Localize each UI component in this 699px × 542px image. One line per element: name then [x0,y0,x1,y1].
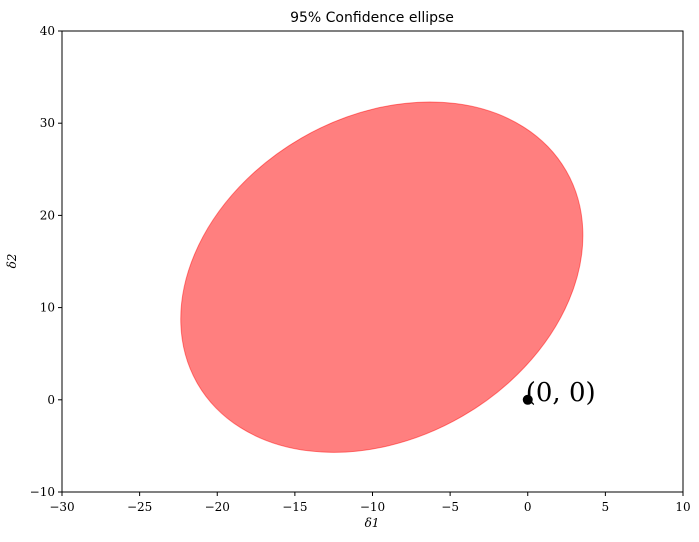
x-tick-label: −30 [49,500,74,514]
origin-point-label: (0, 0) [526,378,596,408]
chart-title: 95% Confidence ellipse [290,10,454,26]
x-tick-label: 10 [675,500,690,514]
y-tick-label: 10 [40,301,55,315]
y-axis: −10 0 10 20 30 40 [30,24,62,499]
y-tick-label: 0 [47,393,55,407]
x-tick-label: 0 [524,500,532,514]
x-tick-label: 5 [602,500,610,514]
plot-area: (0, 0) [180,101,596,453]
y-tick-label: −10 [30,485,55,499]
x-tick-label: −15 [282,500,307,514]
x-tick-label: −10 [360,500,385,514]
x-tick-label: −20 [205,500,230,514]
x-tick-label: −25 [127,500,152,514]
y-tick-label: 20 [40,208,55,222]
x-axis-label: δ1 [365,516,380,530]
x-tick-label: −5 [441,500,459,514]
y-tick-label: 30 [40,116,55,130]
confidence-ellipse [180,101,584,453]
y-tick-label: 40 [40,24,55,38]
origin-point [522,394,533,405]
y-axis-label: δ2 [5,254,19,269]
x-axis: −30 −25 −20 −15 −10 −5 0 5 10 [49,492,691,514]
